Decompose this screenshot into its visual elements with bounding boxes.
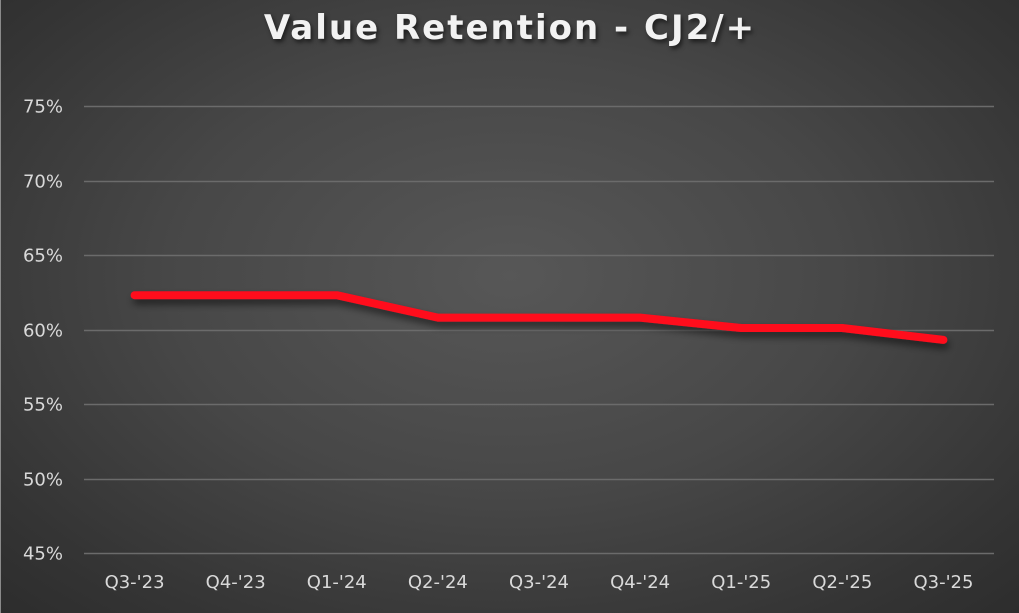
x-tick-label: Q4-'23 [205,572,266,593]
gridlines [84,105,994,555]
y-tick-label: 75% [22,96,63,117]
x-tick-label: Q3-'23 [104,572,165,593]
x-tick-label: Q2-'25 [812,572,873,593]
y-tick-label: 70% [22,171,63,192]
x-tick-label: Q4-'24 [610,572,671,593]
chart-title: Value Retention - CJ2/+ [263,8,757,48]
y-tick-label: 45% [22,543,63,564]
x-tick-label: Q3-'24 [509,572,569,593]
y-tick-label: 50% [22,469,63,490]
x-tick-label: Q1-'24 [306,572,367,593]
x-tick-label: Q2-'24 [407,572,468,593]
y-tick-label: 55% [22,394,63,415]
series-line-cj2 [130,291,948,344]
y-tick-label: 65% [22,245,63,266]
y-tick-label: 60% [22,320,63,341]
x-tick-label: Q3-'25 [913,572,974,593]
x-tick-label: Q1-'25 [711,572,772,593]
